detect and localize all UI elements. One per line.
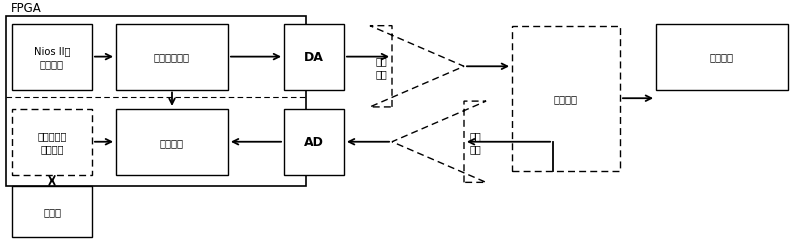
Polygon shape xyxy=(370,26,464,108)
Bar xyxy=(284,25,344,90)
Text: 调理
电路: 调理 电路 xyxy=(469,131,481,154)
Text: 隔离耦合: 隔离耦合 xyxy=(554,94,578,104)
Bar xyxy=(284,109,344,175)
Bar xyxy=(116,109,228,175)
Bar xyxy=(12,25,92,90)
Text: DA: DA xyxy=(304,51,324,64)
Text: FPGA: FPGA xyxy=(10,2,41,15)
Bar xyxy=(116,25,228,90)
Text: 存储器: 存储器 xyxy=(43,207,61,216)
Text: 检测信号产生: 检测信号产生 xyxy=(154,52,190,62)
Text: Nios II软
核处理器: Nios II软 核处理器 xyxy=(34,46,70,69)
Bar xyxy=(12,186,92,237)
Bar xyxy=(656,25,788,90)
Bar xyxy=(12,109,92,175)
Bar xyxy=(6,17,306,186)
Text: 被测电缆: 被测电缆 xyxy=(710,52,734,62)
Bar xyxy=(512,26,620,171)
Text: 相关运算: 相关运算 xyxy=(160,137,184,147)
Text: AD: AD xyxy=(304,136,324,149)
Polygon shape xyxy=(392,102,486,183)
Text: 调理
电路: 调理 电路 xyxy=(375,55,387,79)
Text: 故障类型及
定位算法: 故障类型及 定位算法 xyxy=(38,131,66,154)
